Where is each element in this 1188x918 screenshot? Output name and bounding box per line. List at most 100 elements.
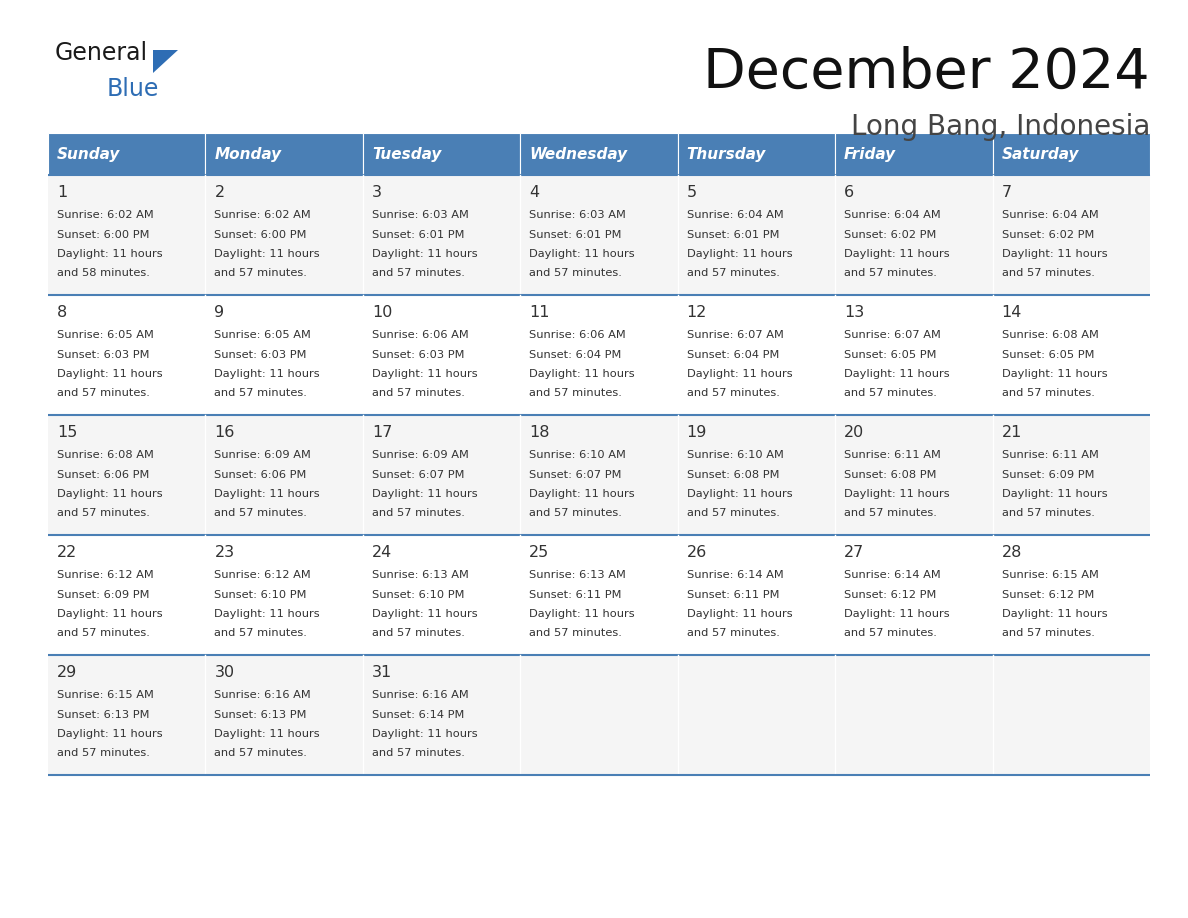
Bar bbox=[48, 175, 1150, 295]
Text: Sunset: 6:01 PM: Sunset: 6:01 PM bbox=[687, 230, 779, 240]
Text: Daylight: 11 hours: Daylight: 11 hours bbox=[530, 249, 634, 259]
Bar bbox=[362, 133, 520, 175]
Bar bbox=[48, 655, 1150, 775]
Text: Sunrise: 6:13 AM: Sunrise: 6:13 AM bbox=[372, 570, 469, 580]
Text: Sunrise: 6:16 AM: Sunrise: 6:16 AM bbox=[214, 690, 311, 700]
Text: 3: 3 bbox=[372, 185, 381, 200]
Text: Daylight: 11 hours: Daylight: 11 hours bbox=[214, 729, 320, 739]
Text: and 57 minutes.: and 57 minutes. bbox=[1001, 629, 1094, 639]
Text: 28: 28 bbox=[1001, 545, 1022, 560]
Text: Daylight: 11 hours: Daylight: 11 hours bbox=[687, 249, 792, 259]
Text: Sunrise: 6:11 AM: Sunrise: 6:11 AM bbox=[845, 450, 941, 460]
Text: Sunset: 6:02 PM: Sunset: 6:02 PM bbox=[1001, 230, 1094, 240]
Text: Sunset: 6:02 PM: Sunset: 6:02 PM bbox=[845, 230, 936, 240]
Text: 29: 29 bbox=[57, 665, 77, 680]
Text: Sunset: 6:05 PM: Sunset: 6:05 PM bbox=[845, 350, 936, 360]
Text: Sunset: 6:12 PM: Sunset: 6:12 PM bbox=[845, 589, 936, 599]
Text: Daylight: 11 hours: Daylight: 11 hours bbox=[57, 249, 163, 259]
Text: and 57 minutes.: and 57 minutes. bbox=[372, 629, 465, 639]
Text: Sunrise: 6:03 AM: Sunrise: 6:03 AM bbox=[372, 210, 469, 220]
Bar bbox=[48, 133, 206, 175]
Text: Saturday: Saturday bbox=[1001, 147, 1079, 162]
Text: Sunrise: 6:07 AM: Sunrise: 6:07 AM bbox=[845, 330, 941, 340]
Text: and 57 minutes.: and 57 minutes. bbox=[687, 509, 779, 519]
Text: and 57 minutes.: and 57 minutes. bbox=[57, 748, 150, 758]
Polygon shape bbox=[153, 50, 178, 73]
Text: Sunset: 6:03 PM: Sunset: 6:03 PM bbox=[372, 350, 465, 360]
Bar bbox=[48, 415, 1150, 535]
Bar bbox=[520, 133, 677, 175]
Text: Sunset: 6:13 PM: Sunset: 6:13 PM bbox=[214, 710, 307, 720]
Text: Sunrise: 6:04 AM: Sunrise: 6:04 AM bbox=[687, 210, 783, 220]
Text: and 57 minutes.: and 57 minutes. bbox=[214, 388, 308, 398]
Text: Sunset: 6:11 PM: Sunset: 6:11 PM bbox=[687, 589, 779, 599]
Text: Daylight: 11 hours: Daylight: 11 hours bbox=[57, 489, 163, 499]
Text: Sunrise: 6:05 AM: Sunrise: 6:05 AM bbox=[57, 330, 154, 340]
Text: Daylight: 11 hours: Daylight: 11 hours bbox=[1001, 249, 1107, 259]
Text: Long Bang, Indonesia: Long Bang, Indonesia bbox=[851, 113, 1150, 141]
Text: 12: 12 bbox=[687, 305, 707, 320]
Text: Blue: Blue bbox=[107, 77, 159, 101]
Text: Daylight: 11 hours: Daylight: 11 hours bbox=[530, 609, 634, 619]
Text: and 57 minutes.: and 57 minutes. bbox=[845, 388, 937, 398]
Text: Sunset: 6:06 PM: Sunset: 6:06 PM bbox=[57, 469, 150, 479]
Text: 16: 16 bbox=[214, 425, 235, 440]
Text: Sunset: 6:11 PM: Sunset: 6:11 PM bbox=[530, 589, 621, 599]
Text: 27: 27 bbox=[845, 545, 865, 560]
Bar bbox=[48, 535, 1150, 655]
Text: Sunset: 6:10 PM: Sunset: 6:10 PM bbox=[214, 589, 307, 599]
Text: Daylight: 11 hours: Daylight: 11 hours bbox=[372, 609, 478, 619]
Text: Sunrise: 6:04 AM: Sunrise: 6:04 AM bbox=[1001, 210, 1099, 220]
Bar bbox=[48, 295, 1150, 415]
Text: Daylight: 11 hours: Daylight: 11 hours bbox=[530, 369, 634, 379]
Text: and 57 minutes.: and 57 minutes. bbox=[372, 509, 465, 519]
Text: and 57 minutes.: and 57 minutes. bbox=[372, 388, 465, 398]
Text: 25: 25 bbox=[530, 545, 550, 560]
Text: and 57 minutes.: and 57 minutes. bbox=[687, 388, 779, 398]
Text: Sunrise: 6:06 AM: Sunrise: 6:06 AM bbox=[372, 330, 468, 340]
Text: Sunrise: 6:15 AM: Sunrise: 6:15 AM bbox=[1001, 570, 1099, 580]
Text: Sunset: 6:07 PM: Sunset: 6:07 PM bbox=[372, 469, 465, 479]
Text: Daylight: 11 hours: Daylight: 11 hours bbox=[845, 369, 949, 379]
Text: Daylight: 11 hours: Daylight: 11 hours bbox=[687, 489, 792, 499]
Bar bbox=[206, 133, 362, 175]
Text: and 57 minutes.: and 57 minutes. bbox=[530, 268, 623, 278]
Text: Sunset: 6:04 PM: Sunset: 6:04 PM bbox=[687, 350, 779, 360]
Text: and 57 minutes.: and 57 minutes. bbox=[530, 629, 623, 639]
Text: Sunrise: 6:07 AM: Sunrise: 6:07 AM bbox=[687, 330, 784, 340]
Text: Daylight: 11 hours: Daylight: 11 hours bbox=[845, 609, 949, 619]
Text: and 57 minutes.: and 57 minutes. bbox=[57, 388, 150, 398]
Text: 6: 6 bbox=[845, 185, 854, 200]
Text: 7: 7 bbox=[1001, 185, 1012, 200]
Text: and 57 minutes.: and 57 minutes. bbox=[1001, 268, 1094, 278]
Text: 26: 26 bbox=[687, 545, 707, 560]
Text: Daylight: 11 hours: Daylight: 11 hours bbox=[372, 489, 478, 499]
Text: and 57 minutes.: and 57 minutes. bbox=[214, 268, 308, 278]
Text: Sunrise: 6:10 AM: Sunrise: 6:10 AM bbox=[530, 450, 626, 460]
Text: Sunrise: 6:11 AM: Sunrise: 6:11 AM bbox=[1001, 450, 1099, 460]
Text: Sunrise: 6:12 AM: Sunrise: 6:12 AM bbox=[214, 570, 311, 580]
Text: Sunrise: 6:08 AM: Sunrise: 6:08 AM bbox=[1001, 330, 1099, 340]
Text: Sunrise: 6:15 AM: Sunrise: 6:15 AM bbox=[57, 690, 154, 700]
Text: Sunset: 6:06 PM: Sunset: 6:06 PM bbox=[214, 469, 307, 479]
Text: Sunrise: 6:04 AM: Sunrise: 6:04 AM bbox=[845, 210, 941, 220]
Text: 11: 11 bbox=[530, 305, 550, 320]
Text: 8: 8 bbox=[57, 305, 68, 320]
Text: Sunrise: 6:14 AM: Sunrise: 6:14 AM bbox=[845, 570, 941, 580]
Text: Sunrise: 6:02 AM: Sunrise: 6:02 AM bbox=[57, 210, 153, 220]
Bar bbox=[677, 133, 835, 175]
Text: Sunset: 6:00 PM: Sunset: 6:00 PM bbox=[57, 230, 150, 240]
Text: Sunset: 6:10 PM: Sunset: 6:10 PM bbox=[372, 589, 465, 599]
Text: 30: 30 bbox=[214, 665, 234, 680]
Text: Sunset: 6:09 PM: Sunset: 6:09 PM bbox=[1001, 469, 1094, 479]
Text: Daylight: 11 hours: Daylight: 11 hours bbox=[845, 249, 949, 259]
Text: and 57 minutes.: and 57 minutes. bbox=[845, 268, 937, 278]
Text: Daylight: 11 hours: Daylight: 11 hours bbox=[372, 249, 478, 259]
Text: Daylight: 11 hours: Daylight: 11 hours bbox=[214, 249, 320, 259]
Text: December 2024: December 2024 bbox=[703, 46, 1150, 100]
Text: Sunset: 6:08 PM: Sunset: 6:08 PM bbox=[845, 469, 936, 479]
Text: Sunrise: 6:09 AM: Sunrise: 6:09 AM bbox=[372, 450, 469, 460]
Text: Daylight: 11 hours: Daylight: 11 hours bbox=[1001, 609, 1107, 619]
Text: and 57 minutes.: and 57 minutes. bbox=[214, 509, 308, 519]
Text: Sunset: 6:14 PM: Sunset: 6:14 PM bbox=[372, 710, 465, 720]
